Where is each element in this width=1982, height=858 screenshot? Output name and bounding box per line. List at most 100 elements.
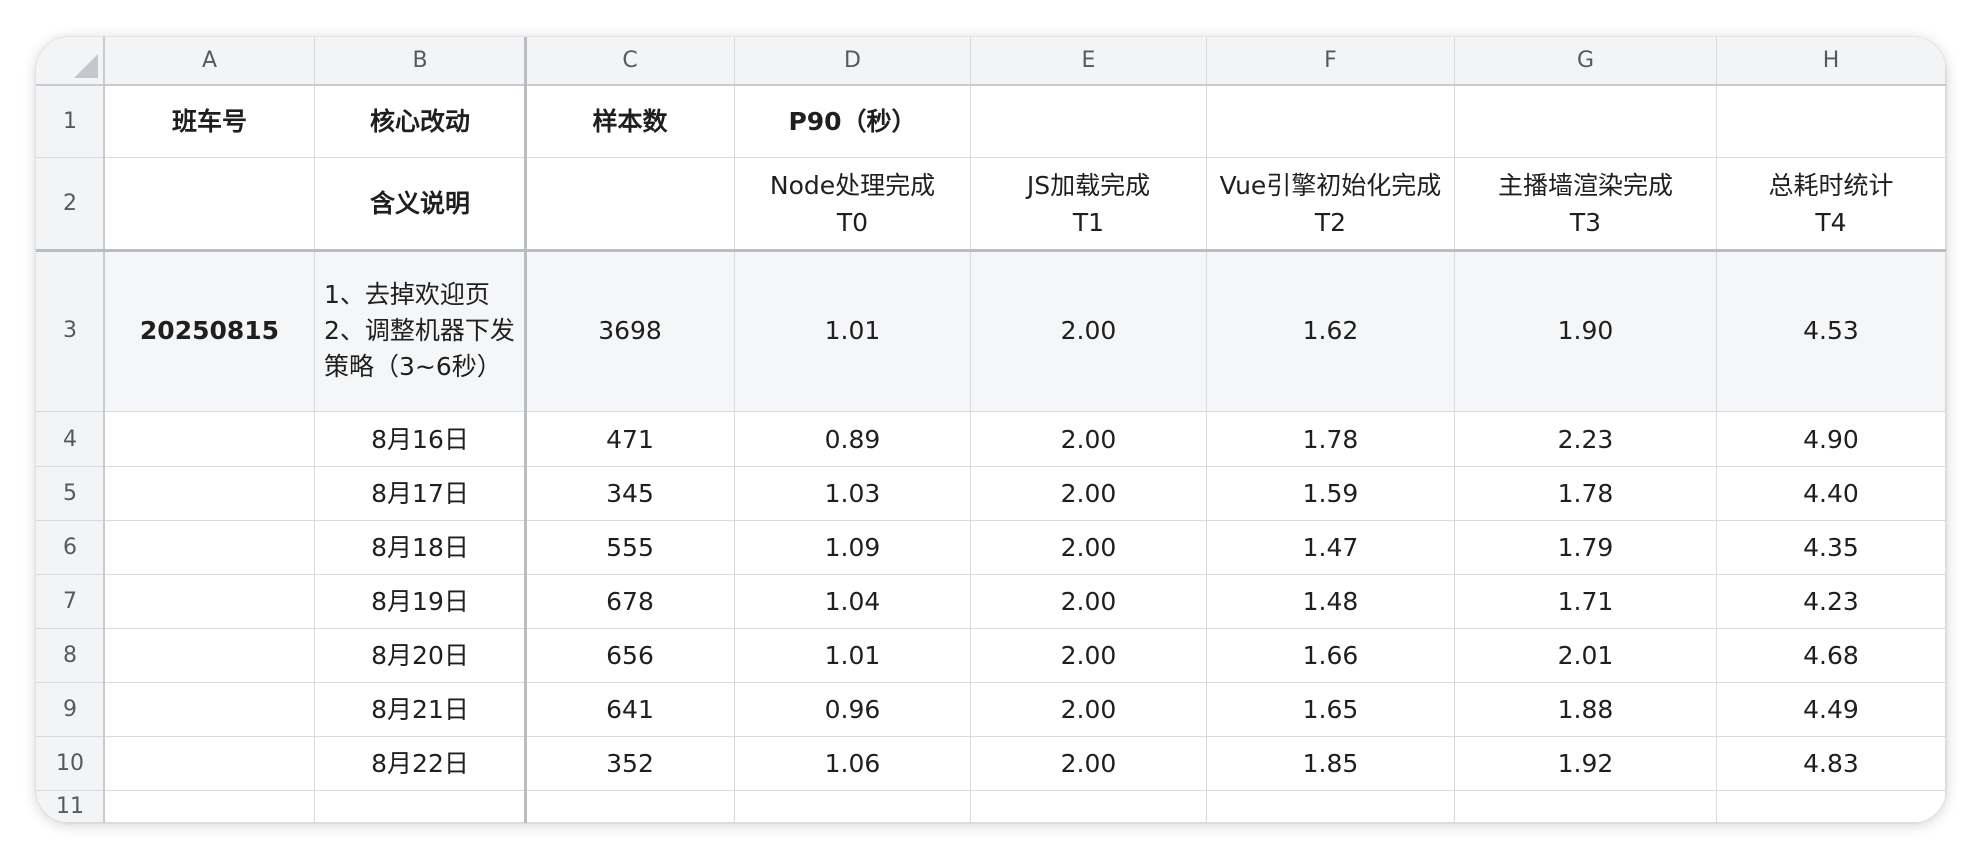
row-header-4[interactable]: 4 <box>36 412 105 467</box>
cell-g3[interactable]: 1.90 <box>1455 250 1717 412</box>
cell-a5[interactable] <box>105 467 315 521</box>
cell-b4[interactable]: 8月16日 <box>315 412 526 467</box>
row-header-7[interactable]: 7 <box>36 575 105 629</box>
cell-g5[interactable]: 1.78 <box>1455 467 1717 521</box>
cell-d11[interactable] <box>735 791 971 823</box>
cell-g10[interactable]: 1.92 <box>1455 737 1717 791</box>
cell-h10[interactable]: 4.83 <box>1717 737 1946 791</box>
cell-f3[interactable]: 1.62 <box>1207 250 1455 412</box>
cell-d4[interactable]: 0.89 <box>735 412 971 467</box>
cell-a7[interactable] <box>105 575 315 629</box>
cell-a10[interactable] <box>105 737 315 791</box>
column-header-d[interactable]: D <box>735 37 971 85</box>
cell-e7[interactable]: 2.00 <box>971 575 1207 629</box>
cell-c5[interactable]: 345 <box>526 467 735 521</box>
cell-d8[interactable]: 1.01 <box>735 629 971 683</box>
cell-a3[interactable]: 20250815 <box>105 250 315 412</box>
cell-b3[interactable]: 1、去掉欢迎页 2、调整机器下发策略（3~6秒） <box>315 250 526 412</box>
cell-b1[interactable]: 核心改动 <box>315 85 526 158</box>
cell-f5[interactable]: 1.59 <box>1207 467 1455 521</box>
cell-f2[interactable]: Vue引擎初始化完成 T2 <box>1207 158 1455 250</box>
freeze-column-divider[interactable] <box>524 37 527 823</box>
cell-h4[interactable]: 4.90 <box>1717 412 1946 467</box>
cell-d9[interactable]: 0.96 <box>735 683 971 737</box>
cell-d1[interactable]: P90（秒） <box>735 85 971 158</box>
row-header-6[interactable]: 6 <box>36 521 105 575</box>
cell-h8[interactable]: 4.68 <box>1717 629 1946 683</box>
row-header-5[interactable]: 5 <box>36 467 105 521</box>
cell-a4[interactable] <box>105 412 315 467</box>
cell-c6[interactable]: 555 <box>526 521 735 575</box>
cell-b6[interactable]: 8月18日 <box>315 521 526 575</box>
cell-e5[interactable]: 2.00 <box>971 467 1207 521</box>
row-header-3[interactable]: 3 <box>36 250 105 412</box>
cell-h11[interactable] <box>1717 791 1946 823</box>
cell-c8[interactable]: 656 <box>526 629 735 683</box>
cell-a11[interactable] <box>105 791 315 823</box>
cell-e6[interactable]: 2.00 <box>971 521 1207 575</box>
cell-d6[interactable]: 1.09 <box>735 521 971 575</box>
cell-e2[interactable]: JS加载完成 T1 <box>971 158 1207 250</box>
column-header-h[interactable]: H <box>1717 37 1946 85</box>
cell-f6[interactable]: 1.47 <box>1207 521 1455 575</box>
column-header-e[interactable]: E <box>971 37 1207 85</box>
cell-h5[interactable]: 4.40 <box>1717 467 1946 521</box>
cell-f10[interactable]: 1.85 <box>1207 737 1455 791</box>
cell-a8[interactable] <box>105 629 315 683</box>
row-header-11[interactable]: 11 <box>36 791 105 823</box>
column-header-f[interactable]: F <box>1207 37 1455 85</box>
cell-b8[interactable]: 8月20日 <box>315 629 526 683</box>
cell-b2[interactable]: 含义说明 <box>315 158 526 250</box>
cell-f1[interactable] <box>1207 85 1455 158</box>
row-header-10[interactable]: 10 <box>36 737 105 791</box>
row-header-1[interactable]: 1 <box>36 85 105 158</box>
cell-d10[interactable]: 1.06 <box>735 737 971 791</box>
cell-g1[interactable] <box>1455 85 1717 158</box>
column-header-b[interactable]: B <box>315 37 526 85</box>
cell-c7[interactable]: 678 <box>526 575 735 629</box>
cell-h1[interactable] <box>1717 85 1946 158</box>
cell-e3[interactable]: 2.00 <box>971 250 1207 412</box>
cell-c10[interactable]: 352 <box>526 737 735 791</box>
cell-h6[interactable]: 4.35 <box>1717 521 1946 575</box>
cell-d5[interactable]: 1.03 <box>735 467 971 521</box>
cell-d2[interactable]: Node处理完成 T0 <box>735 158 971 250</box>
cell-e1[interactable] <box>971 85 1207 158</box>
select-all-corner[interactable] <box>36 37 105 85</box>
cell-g4[interactable]: 2.23 <box>1455 412 1717 467</box>
cell-a9[interactable] <box>105 683 315 737</box>
cell-f11[interactable] <box>1207 791 1455 823</box>
cell-f7[interactable]: 1.48 <box>1207 575 1455 629</box>
cell-b7[interactable]: 8月19日 <box>315 575 526 629</box>
row-header-8[interactable]: 8 <box>36 629 105 683</box>
cell-b10[interactable]: 8月22日 <box>315 737 526 791</box>
cell-d3[interactable]: 1.01 <box>735 250 971 412</box>
cell-g7[interactable]: 1.71 <box>1455 575 1717 629</box>
cell-c3[interactable]: 3698 <box>526 250 735 412</box>
cell-e10[interactable]: 2.00 <box>971 737 1207 791</box>
cell-f9[interactable]: 1.65 <box>1207 683 1455 737</box>
freeze-row-divider[interactable] <box>36 249 1946 252</box>
cell-c9[interactable]: 641 <box>526 683 735 737</box>
cell-c1[interactable]: 样本数 <box>526 85 735 158</box>
cell-g2[interactable]: 主播墙渲染完成 T3 <box>1455 158 1717 250</box>
cell-g8[interactable]: 2.01 <box>1455 629 1717 683</box>
column-header-a[interactable]: A <box>105 37 315 85</box>
cell-b11[interactable] <box>315 791 526 823</box>
cell-e9[interactable]: 2.00 <box>971 683 1207 737</box>
cell-c11[interactable] <box>526 791 735 823</box>
cell-h2[interactable]: 总耗时统计 T4 <box>1717 158 1946 250</box>
cell-a2[interactable] <box>105 158 315 250</box>
cell-b5[interactable]: 8月17日 <box>315 467 526 521</box>
cell-f8[interactable]: 1.66 <box>1207 629 1455 683</box>
cell-g6[interactable]: 1.79 <box>1455 521 1717 575</box>
row-header-9[interactable]: 9 <box>36 683 105 737</box>
cell-g11[interactable] <box>1455 791 1717 823</box>
column-header-g[interactable]: G <box>1455 37 1717 85</box>
cell-g9[interactable]: 1.88 <box>1455 683 1717 737</box>
cell-h3[interactable]: 4.53 <box>1717 250 1946 412</box>
column-header-c[interactable]: C <box>526 37 735 85</box>
cell-c2[interactable] <box>526 158 735 250</box>
cell-f4[interactable]: 1.78 <box>1207 412 1455 467</box>
cell-e4[interactable]: 2.00 <box>971 412 1207 467</box>
